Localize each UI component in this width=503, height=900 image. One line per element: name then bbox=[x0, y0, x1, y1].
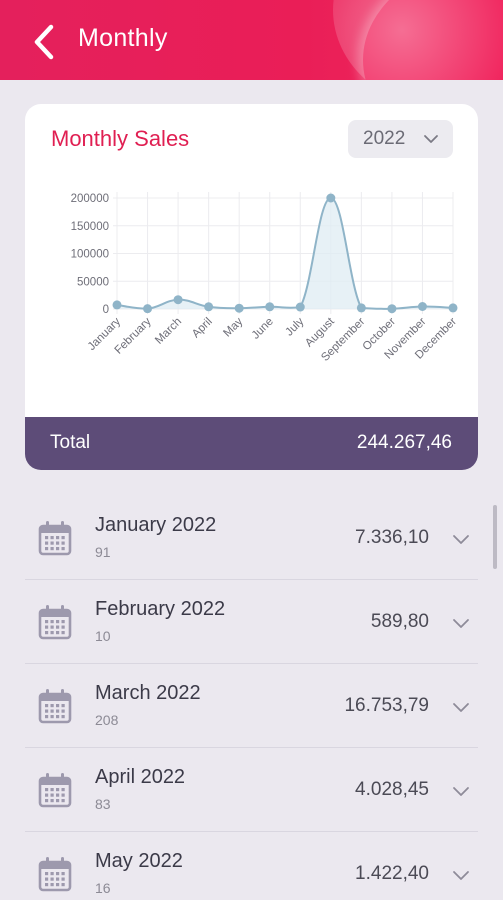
list-item-count: 83 bbox=[95, 796, 111, 812]
x-tick-label: March bbox=[153, 316, 184, 347]
list-item-count: 91 bbox=[95, 544, 111, 560]
back-button[interactable] bbox=[26, 22, 62, 62]
y-tick-label: 50000 bbox=[77, 276, 109, 288]
list-item-month: April 2022 bbox=[95, 766, 186, 788]
chevron-down-icon[interactable] bbox=[452, 614, 470, 632]
year-dropdown[interactable]: 2022 bbox=[348, 120, 453, 158]
data-point bbox=[173, 295, 183, 305]
header-highlight bbox=[333, 0, 503, 80]
year-dropdown-value: 2022 bbox=[363, 128, 406, 149]
list-item[interactable]: March 2022 208 16.753,79 bbox=[25, 664, 478, 748]
list-item-amount: 16.753,79 bbox=[344, 695, 429, 716]
calendar-icon bbox=[38, 773, 72, 808]
sales-chart-card: Monthly Sales 2022 200000 150000 100000 500… bbox=[25, 104, 478, 470]
list-item[interactable]: January 2022 91 7.336,10 bbox=[25, 496, 478, 580]
chevron-down-icon[interactable] bbox=[452, 530, 470, 548]
calendar-icon bbox=[38, 605, 72, 640]
chevron-down-icon[interactable] bbox=[452, 866, 470, 884]
data-point bbox=[234, 303, 244, 313]
y-tick-label: 0 bbox=[103, 304, 109, 316]
calendar-icon bbox=[38, 857, 72, 892]
list-item-count: 208 bbox=[95, 712, 119, 728]
scrollbar[interactable] bbox=[493, 505, 497, 569]
calendar-icon bbox=[38, 689, 72, 724]
list-item-amount: 589,80 bbox=[370, 611, 429, 632]
monthly-list: January 2022 91 7.336,10 February 2022 10 589… bbox=[25, 496, 478, 900]
y-tick-label: 200000 bbox=[71, 193, 109, 205]
list-item-month: March 2022 bbox=[95, 682, 201, 704]
chevron-down-icon[interactable] bbox=[452, 698, 470, 716]
y-tick-label: 100000 bbox=[71, 249, 109, 261]
list-item-month: February 2022 bbox=[95, 598, 226, 620]
list-item-count: 10 bbox=[95, 628, 111, 644]
x-tick-label: April bbox=[190, 316, 215, 341]
data-point bbox=[143, 304, 153, 314]
app-header: Monthly bbox=[0, 0, 503, 80]
total-bar: Total 244.267,46 bbox=[25, 417, 478, 470]
total-label: Total bbox=[50, 432, 91, 453]
card-title: Monthly Sales bbox=[51, 126, 190, 151]
chevron-down-icon bbox=[424, 135, 438, 143]
data-point bbox=[295, 302, 305, 312]
calendar-icon bbox=[38, 521, 72, 556]
data-point bbox=[387, 304, 397, 314]
list-item-amount: 1.422,40 bbox=[355, 863, 429, 884]
data-point bbox=[326, 193, 336, 203]
x-tick-label: May bbox=[221, 315, 245, 339]
page-title: Monthly bbox=[78, 24, 168, 52]
x-tick-label: June bbox=[250, 316, 276, 342]
data-point bbox=[112, 300, 122, 310]
total-value: 244.267,46 bbox=[356, 432, 452, 453]
list-item-month: May 2022 bbox=[95, 850, 183, 872]
chevron-left-icon bbox=[34, 24, 54, 60]
data-point bbox=[448, 303, 458, 313]
data-point bbox=[265, 302, 275, 312]
chevron-down-icon[interactable] bbox=[452, 782, 470, 800]
x-tick-label: July bbox=[283, 315, 306, 338]
list-item-amount: 7.336,10 bbox=[355, 527, 429, 548]
header-decoration bbox=[363, 0, 503, 80]
list-item-count: 16 bbox=[95, 880, 111, 896]
data-point bbox=[356, 303, 366, 313]
list-item[interactable]: April 2022 83 4.028,45 bbox=[25, 748, 478, 832]
data-point bbox=[417, 302, 427, 312]
data-point bbox=[204, 302, 214, 312]
y-tick-label: 150000 bbox=[71, 221, 109, 233]
list-item[interactable]: May 2022 16 1.422,40 bbox=[25, 832, 478, 900]
list-item-amount: 4.028,45 bbox=[355, 779, 429, 800]
list-item-month: January 2022 bbox=[95, 514, 217, 536]
list-item[interactable]: February 2022 10 589,80 bbox=[25, 580, 478, 664]
